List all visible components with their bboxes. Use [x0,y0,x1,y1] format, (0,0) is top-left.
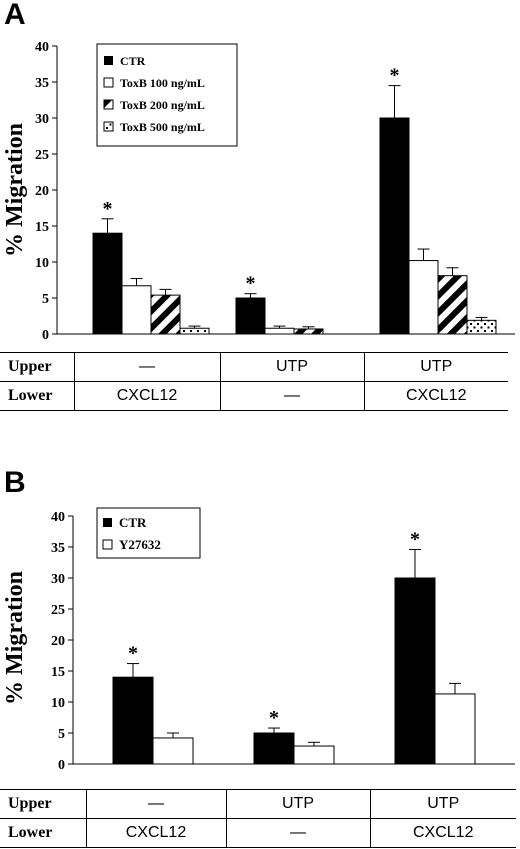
lower-cell: CXCL12 [363,381,508,411]
legend-swatch-toxb100 [103,77,114,88]
panel-a: A 0 5 10 15 20 25 30 35 40 * * * % Migration CTR T… [0,0,520,420]
legend: CTR ToxB 100 ng/mL ToxB 200 ng/mL ToxB 5… [96,43,238,147]
legend-swatch-toxb200 [103,99,114,110]
lower-cell: CXCL12 [369,818,516,848]
bar [92,232,123,335]
y-tick-label: 15 [35,220,49,235]
condition-table-a: Upper — UTP UTP Lower CXCL12 — CXCL12 [0,352,508,411]
bar [121,285,152,335]
legend-swatch-ctr [103,518,112,527]
bar [379,117,410,335]
y-tick-label: 0 [58,758,65,773]
bar [434,693,476,765]
row-label-upper: Upper [0,352,75,382]
row-label-lower: Lower [0,818,87,848]
lower-cell: CXCL12 [85,818,227,848]
y-tick-label: 20 [51,634,65,649]
upper-cell: UTP [369,789,516,819]
upper-cell: UTP [219,352,365,382]
panel-b: B 0 5 10 15 20 25 30 35 40 * * * % Migration CTR Y… [0,468,520,849]
bar [293,328,324,335]
legend-label-ctr: CTR [120,54,146,68]
upper-row: Upper — UTP UTP [0,352,508,382]
significance-star: * [390,65,400,87]
y-tick-label: 25 [35,148,49,163]
lower-row: Lower CXCL12 — CXCL12 [0,818,516,848]
bar-chart-a: 0 5 10 15 20 25 30 35 40 * * * % Migration CTR Tox… [2,40,515,343]
y-tick-label: 40 [35,40,49,55]
legend-swatch-toxb500 [103,121,114,132]
lower-cell: CXCL12 [73,381,221,411]
bar [293,745,335,765]
y-tick-label: 35 [35,76,49,91]
bar [179,327,210,335]
lower-cell: — [219,381,365,411]
legend-label-ctr: CTR [119,515,147,530]
significance-star: * [128,643,138,665]
legend-label-toxb200: ToxB 200 ng/mL [120,98,205,112]
bar [394,577,436,765]
y-tick-label: 10 [51,696,65,711]
legend-swatch-ctr [104,56,113,65]
y-tick-label: 35 [51,541,65,556]
upper-cell: UTP [363,352,508,382]
bar [253,732,295,765]
legend-label-toxb100: ToxB 100 ng/mL [120,76,205,90]
lower-row: Lower CXCL12 — CXCL12 [0,381,508,411]
lower-cell: — [225,818,371,848]
y-tick-label: 30 [51,572,65,587]
legend-label-y27632: Y27632 [119,537,161,552]
y-axis-label: % Migration [2,123,28,257]
upper-cell: — [73,352,221,382]
legend-swatch-y27632 [102,539,113,550]
bar [466,319,497,335]
bar [437,275,468,335]
y-tick-label: 5 [42,292,49,307]
significance-star: * [246,273,256,295]
bar [264,327,295,335]
legend: CTR Y27632 [96,507,201,559]
bar [235,297,266,335]
y-tick-label: 10 [35,256,49,271]
panel-label: A [4,0,26,31]
y-tick-label: 5 [58,727,65,742]
significance-star: * [103,198,113,220]
y-tick-label: 0 [42,328,49,343]
condition-table-b: Upper — UTP UTP Lower CXCL12 — CXCL12 [0,789,516,848]
bar-chart-b: 0 5 10 15 20 25 30 35 40 * * * % Migration CTR Y27… [2,507,515,773]
bar [408,260,439,335]
row-label-lower: Lower [0,381,75,411]
y-tick-label: 40 [51,510,65,525]
significance-star: * [410,528,420,550]
bar [150,294,181,335]
y-tick-label: 25 [51,603,65,618]
upper-row: Upper — UTP UTP [0,789,516,819]
upper-cell: — [85,789,227,819]
y-axis-label: % Migration [2,571,28,705]
y-tick-label: 30 [35,112,49,127]
legend-label-toxb500: ToxB 500 ng/mL [120,120,205,134]
bar [152,737,194,765]
panel-label: B [4,466,26,499]
y-tick-label: 15 [51,665,65,680]
row-label-upper: Upper [0,789,87,819]
bar [112,676,154,765]
y-tick-label: 20 [35,184,49,199]
upper-cell: UTP [225,789,371,819]
significance-star: * [269,707,279,729]
